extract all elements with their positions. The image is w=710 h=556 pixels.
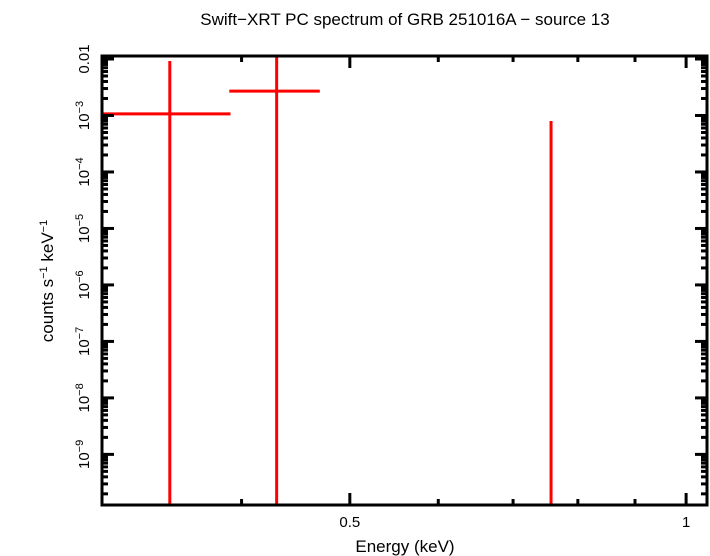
- chart-title: Swift−XRT PC spectrum of GRB 251016A − s…: [200, 10, 609, 29]
- x-tick-label: 1: [682, 514, 690, 531]
- plot-frame: [100, 54, 709, 507]
- y-tick-label: 10−9: [74, 440, 93, 469]
- y-tick-label: 10−6: [74, 270, 93, 299]
- data-points: [102, 56, 553, 505]
- y-tick-labels: 0.01 10−3 10−4 10−5 10−6 10−7 10−8 10−9: [74, 44, 93, 469]
- y-axis-title: counts s−1 keV−1: [38, 220, 57, 342]
- y-tick-label: 10−3: [74, 101, 93, 130]
- x-tick-label: 0.5: [339, 514, 360, 531]
- y-tick-label: 10−5: [74, 214, 93, 243]
- data-point: [102, 61, 231, 505]
- y-tick-label: 0.01: [76, 44, 93, 73]
- axes: [100, 54, 709, 507]
- y-tick-label: 10−8: [74, 383, 93, 412]
- data-point: [229, 56, 320, 505]
- x-axis-title: Energy (keV): [355, 537, 454, 556]
- y-tick-label: 10−7: [74, 327, 93, 356]
- y-tick-label: 10−4: [74, 157, 93, 186]
- x-tick-labels: 0.5 1: [339, 514, 690, 531]
- y-axis-title-text: counts s: [38, 279, 57, 342]
